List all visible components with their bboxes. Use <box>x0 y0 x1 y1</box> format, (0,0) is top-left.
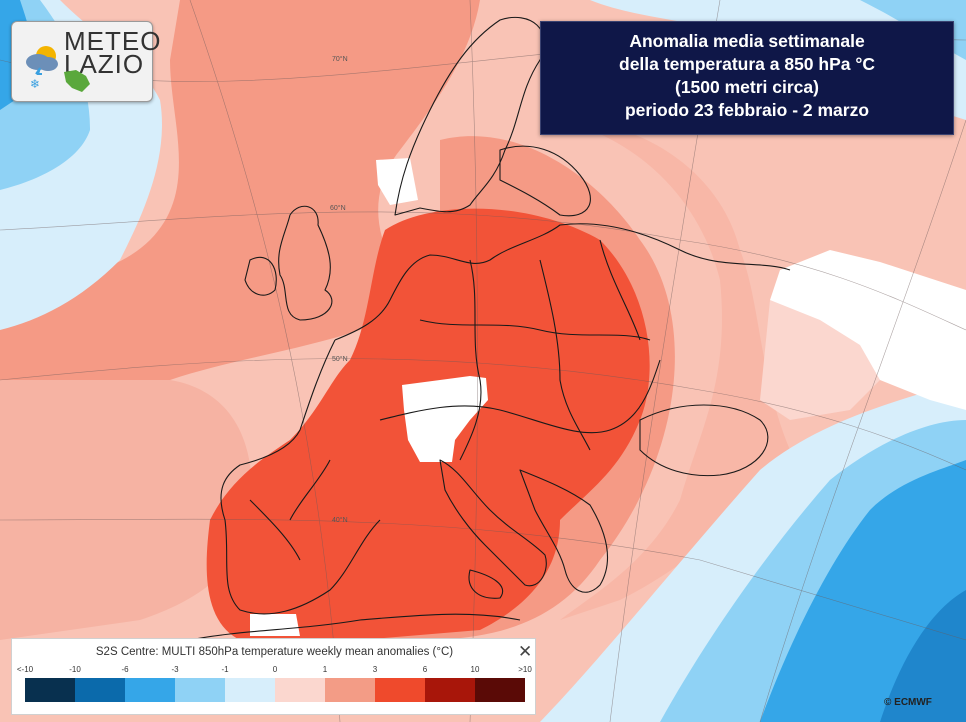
legend-swatch <box>225 678 275 702</box>
legend-tick-label: -6 <box>121 665 129 674</box>
title-line-4: periodo 23 febbraio - 2 marzo <box>624 100 870 120</box>
ecmwf-credit: © ECMWF <box>884 697 932 708</box>
logo-text: METEO LAZIO <box>64 26 162 79</box>
legend-swatch <box>375 678 425 702</box>
title-line-3: (1500 metri circa) <box>675 77 819 97</box>
map-title-box: Anomalia media settimanale della tempera… <box>540 21 954 135</box>
legend-swatch <box>425 678 475 702</box>
legend-tick-label: 3 <box>372 665 378 674</box>
title-line-1: Anomalia media settimanale <box>629 31 865 51</box>
svg-text:❄: ❄ <box>30 77 40 91</box>
legend-color-bar <box>25 678 525 702</box>
legend-swatch <box>25 678 75 702</box>
legend-tick-label: -1 <box>221 665 229 674</box>
legend-tick-label: 0 <box>272 665 278 674</box>
title-line-2: della temperatura a 850 hPa °C <box>619 54 875 74</box>
legend-tick-label: >10 <box>518 665 532 674</box>
legend-swatch <box>125 678 175 702</box>
meteo-lazio-logo: ❄ METEO LAZIO <box>11 21 160 102</box>
color-legend: S2S Centre: MULTI 850hPa temperature wee… <box>11 638 536 715</box>
legend-tick-label: -3 <box>171 665 179 674</box>
lat-label-70: 70°N <box>332 55 348 63</box>
lat-label-40: 40°N <box>332 516 348 524</box>
close-icon[interactable]: ✕ <box>518 642 533 661</box>
legend-tick-label: <-10 <box>16 665 34 674</box>
legend-swatch <box>275 678 325 702</box>
lazio-region-shape <box>64 70 90 92</box>
legend-swatch <box>175 678 225 702</box>
lat-label-50: 50°N <box>332 355 348 363</box>
legend-title: S2S Centre: MULTI 850hPa temperature wee… <box>95 646 454 658</box>
legend-swatch <box>475 678 525 702</box>
lat-label-60: 60°N <box>330 204 346 212</box>
legend-swatch <box>325 678 375 702</box>
legend-tick-label: 1 <box>322 665 328 674</box>
legend-tick-label: 6 <box>422 665 428 674</box>
legend-tick-label: -10 <box>69 665 81 674</box>
weather-icon: ❄ <box>26 46 58 91</box>
legend-swatch <box>75 678 125 702</box>
legend-tick-label: 10 <box>470 665 480 674</box>
